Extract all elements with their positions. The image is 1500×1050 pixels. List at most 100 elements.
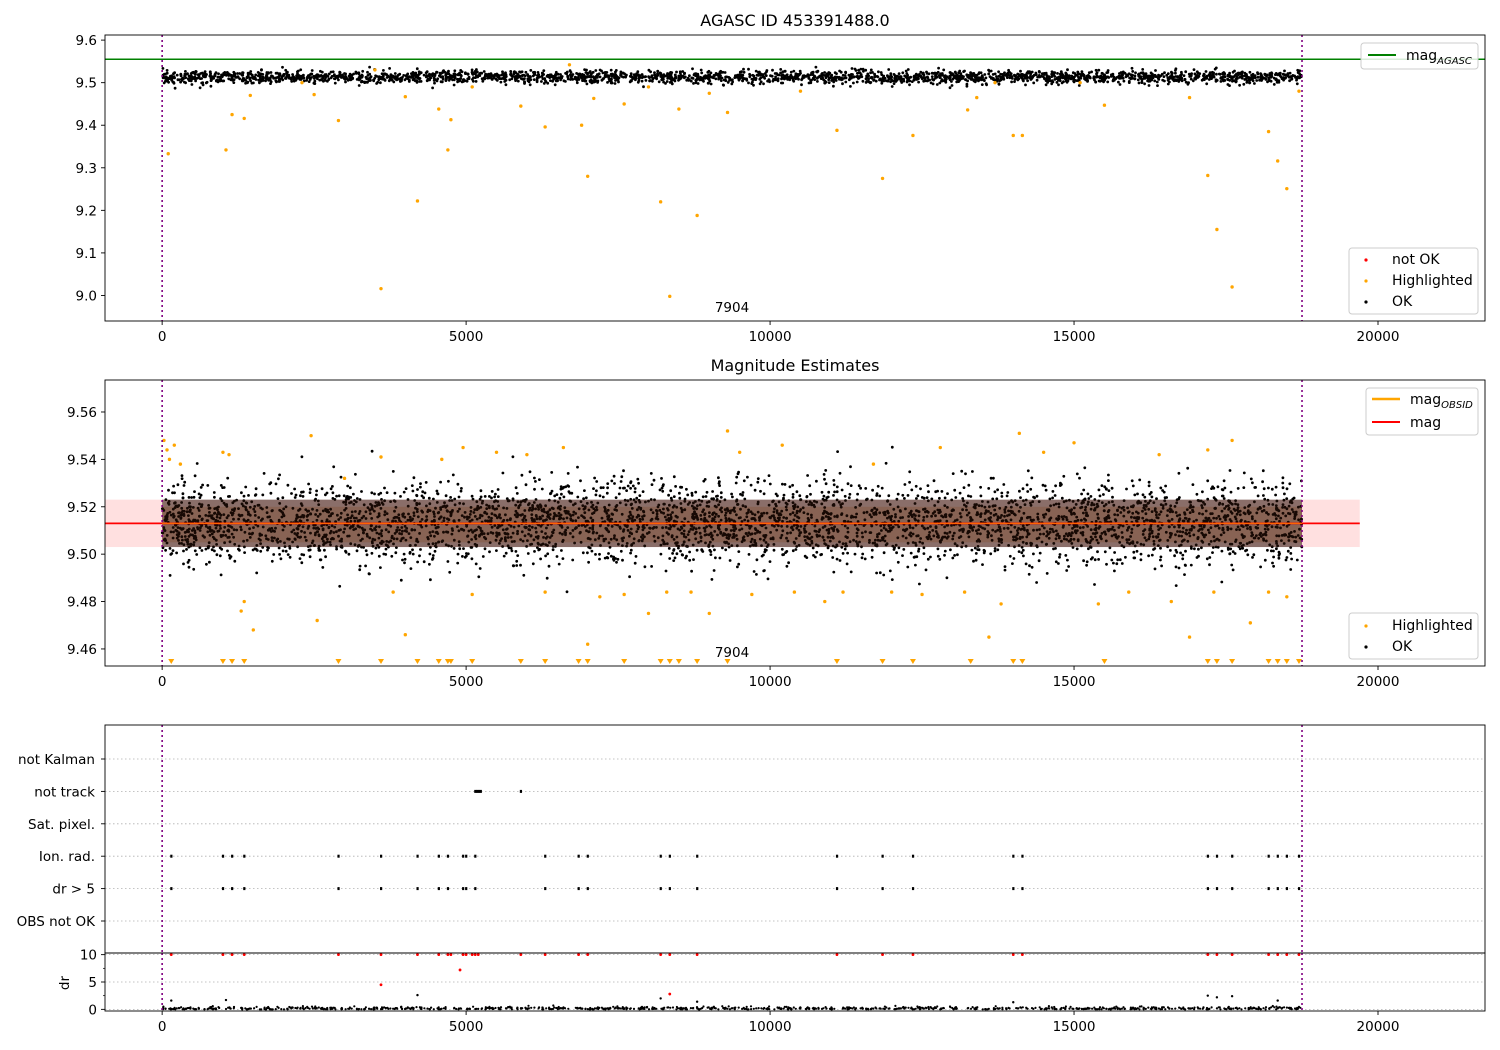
ok-point [992, 77, 995, 80]
highlighted-point [1187, 95, 1192, 100]
ok-point [1030, 476, 1034, 480]
ok-point [1028, 76, 1031, 79]
ok-point [1026, 469, 1030, 473]
ok-point [857, 484, 861, 488]
ok-point [629, 551, 632, 555]
ok-point [448, 570, 452, 574]
ok-point [636, 70, 640, 74]
ok-point [681, 70, 685, 73]
ok-point [813, 78, 817, 81]
ok-point [713, 548, 716, 552]
ok-point [742, 67, 745, 71]
ok-point [970, 548, 974, 552]
ok-point [1105, 75, 1109, 79]
ok-point [241, 73, 245, 77]
ok-point [550, 471, 554, 474]
ok-point [547, 564, 551, 568]
ok-point [1074, 73, 1078, 77]
ok-point [318, 78, 322, 82]
ok-point [1134, 71, 1137, 75]
ok-point [581, 551, 585, 555]
ok-point [1271, 561, 1274, 565]
highlighted-point [1102, 103, 1107, 107]
ok-point [216, 80, 220, 84]
ok-point [1187, 81, 1190, 85]
ok-point [298, 77, 302, 81]
ok-point [1121, 76, 1125, 80]
ok-point [741, 79, 744, 83]
ok-point [666, 77, 670, 80]
ok-point [1192, 68, 1196, 71]
ok-point [656, 69, 660, 73]
ok-point [1022, 79, 1025, 83]
ok-point [338, 71, 342, 74]
ok-point [686, 493, 690, 497]
ok-point [452, 72, 456, 76]
ok-point [164, 79, 167, 83]
highlighted-point [579, 123, 584, 127]
ok-point [466, 77, 470, 81]
ok-point [194, 79, 198, 83]
ok-point [549, 79, 552, 82]
ok-point [465, 552, 468, 555]
ok-point [490, 490, 494, 493]
ok-point [633, 487, 637, 490]
ok-point [1252, 553, 1256, 557]
ok-point [726, 81, 730, 84]
ok-point [669, 77, 672, 81]
ok-point [1160, 72, 1164, 76]
ok-point [1260, 74, 1264, 78]
ok-point [1038, 70, 1041, 74]
ok-point [554, 70, 558, 74]
ok-point [942, 68, 946, 72]
ok-point [435, 489, 439, 493]
ok-point [837, 75, 841, 79]
ok-point [360, 75, 364, 79]
ok-point [1078, 476, 1081, 480]
ok-point [1281, 72, 1285, 76]
ok-point [440, 80, 444, 84]
ok-point [420, 494, 424, 498]
ok-point [835, 485, 839, 489]
ok-point [787, 561, 790, 565]
ok-point [1059, 70, 1063, 73]
ok-point [376, 80, 380, 84]
ok-point [845, 562, 849, 566]
ok-point [582, 73, 586, 77]
ok-point [246, 80, 250, 84]
ok-point [227, 77, 231, 81]
highlighted-point [449, 117, 453, 122]
ok-point [173, 71, 177, 75]
ok-point [785, 564, 789, 568]
ok-point [621, 71, 625, 75]
ok-point [631, 77, 634, 81]
ok-point [1255, 79, 1259, 82]
ok-point [1190, 72, 1193, 75]
ok-point [1272, 83, 1276, 86]
ok-point [475, 71, 478, 74]
highlighted-point [1020, 133, 1025, 138]
ok-point [424, 71, 428, 75]
ok-point [166, 77, 170, 81]
ok-point [453, 69, 457, 73]
ok-point [609, 68, 613, 72]
ok-point [847, 73, 851, 77]
ok-point [1248, 81, 1251, 85]
ok-point [724, 548, 728, 552]
legend-marker-highlighted [1364, 279, 1368, 283]
ok-point [1063, 77, 1067, 81]
ok-point [1117, 80, 1120, 84]
ok-point [588, 70, 592, 73]
ok-point [184, 70, 187, 73]
ok-point [240, 491, 243, 495]
ok-point [1008, 554, 1012, 558]
ok-point [1223, 486, 1227, 490]
ok-point [542, 73, 545, 76]
ok-point [596, 81, 599, 84]
ok-point [954, 496, 958, 499]
ok-point [836, 450, 839, 453]
ok-point [433, 81, 436, 85]
ok-point [795, 76, 799, 80]
ok-point [193, 474, 197, 478]
